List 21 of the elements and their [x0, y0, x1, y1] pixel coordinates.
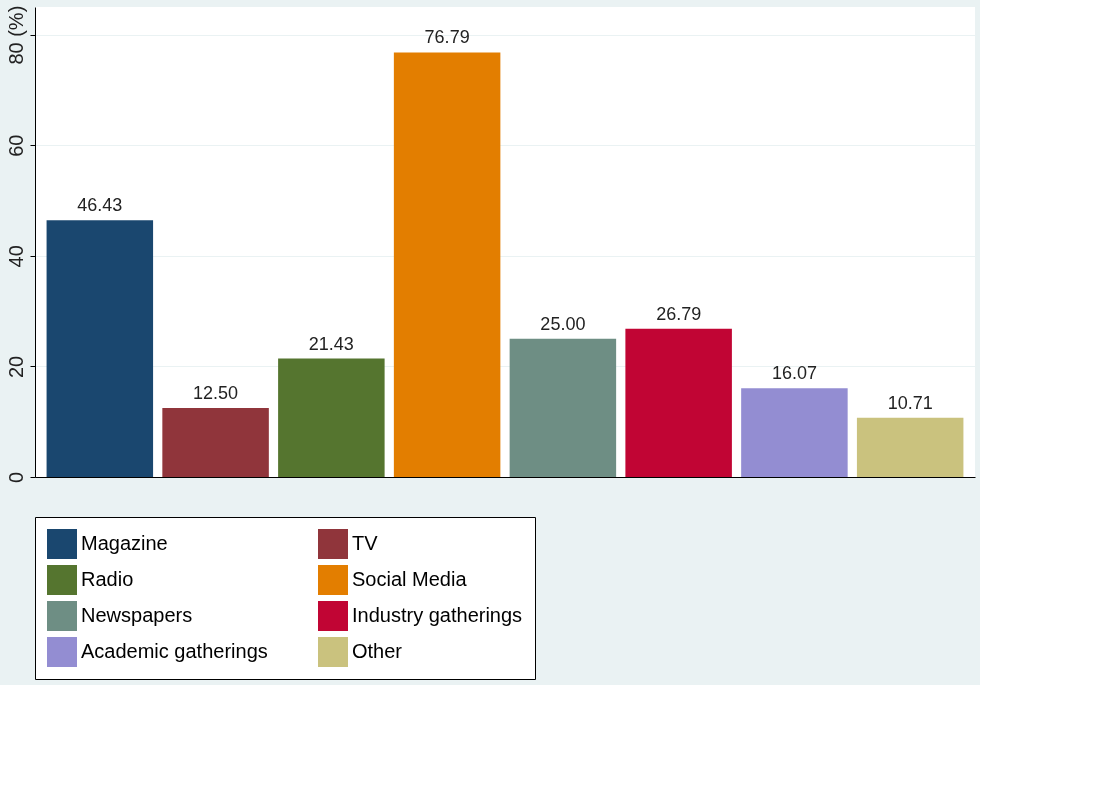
legend-label: Radio: [81, 568, 134, 590]
data-label: 10.71: [887, 392, 933, 413]
y-tick-label: 0: [4, 471, 27, 484]
legend-label: Other: [352, 640, 403, 662]
legend-label: Magazine: [81, 532, 168, 554]
legend-label: Newspapers: [81, 604, 193, 626]
data-label: 46.43: [77, 195, 123, 216]
y-tick-label: 80 (%): [4, 5, 27, 65]
data-label: 16.07: [771, 363, 817, 384]
legend-label: Social Media: [352, 568, 468, 590]
data-label: 12.50: [193, 382, 239, 403]
legend-label: Industry gatherings: [352, 604, 523, 626]
legend-label: TV: [352, 532, 379, 554]
legend-label: Academic gatherings: [81, 640, 268, 662]
y-tick-label: 20: [4, 355, 27, 379]
data-label: 21.43: [308, 333, 354, 354]
y-tick-label: 40: [4, 245, 27, 268]
data-label: 25.00: [540, 313, 586, 334]
data-label: 26.79: [656, 303, 702, 324]
data-label: 76.79: [424, 27, 470, 48]
y-tick-label: 60: [4, 134, 27, 157]
